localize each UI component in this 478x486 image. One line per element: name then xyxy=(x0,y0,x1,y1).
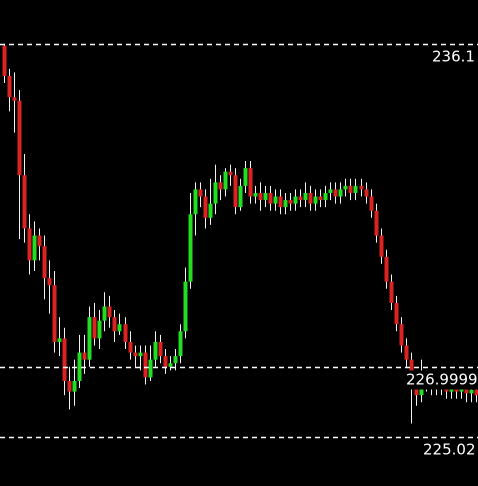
candle-body-up xyxy=(344,186,348,190)
candle-body-up xyxy=(244,168,248,186)
candle-body-down xyxy=(299,197,303,201)
candle-body-up xyxy=(139,353,143,357)
candle-body-down xyxy=(28,228,32,260)
candle-body-down xyxy=(134,353,138,357)
candle-body-up xyxy=(194,189,198,214)
candle-body-down xyxy=(319,197,323,201)
candle-body-down xyxy=(48,278,52,285)
candle-body-down xyxy=(108,306,112,317)
candle-body-down xyxy=(360,186,364,190)
candle-body-up xyxy=(58,338,62,342)
candle-body-down xyxy=(144,353,148,378)
candle-body-down xyxy=(365,189,369,196)
price-level-label-mid: 226.9999 xyxy=(406,371,478,389)
candle-body-up xyxy=(294,197,298,204)
candle-body-up xyxy=(33,236,37,261)
candle-body-up xyxy=(284,200,288,207)
candle-body-up xyxy=(189,214,193,281)
candle-body-down xyxy=(199,189,203,196)
candle-body-down xyxy=(8,76,12,97)
candle-body-up xyxy=(73,381,77,392)
candle-body-down xyxy=(229,172,233,176)
candle-body-down xyxy=(380,236,384,257)
candle-body-down xyxy=(385,257,389,282)
candle-body-up xyxy=(354,186,358,193)
candle-body-up xyxy=(304,193,308,200)
candle-body-down xyxy=(234,175,238,207)
candle-body-down xyxy=(164,356,168,367)
candle-body-up xyxy=(239,186,243,207)
candle-body-down xyxy=(219,182,223,189)
candle-body-down xyxy=(370,197,374,211)
candle-body-up xyxy=(169,363,173,367)
candle-body-up xyxy=(274,197,278,204)
candle-body-down xyxy=(395,303,399,324)
candle-body-up xyxy=(324,193,328,200)
candle-body-up xyxy=(314,197,318,204)
candle-body-down xyxy=(3,46,7,76)
candle-body-up xyxy=(149,360,153,378)
candle-body-up xyxy=(254,193,258,197)
candle-body-down xyxy=(38,236,42,247)
candle-body-up xyxy=(339,189,343,196)
candle-body-down xyxy=(375,211,379,236)
candle-body-up xyxy=(103,306,107,320)
candle-body-down xyxy=(23,175,27,228)
candle-body-down xyxy=(400,324,404,345)
price-level-label-high: 236.1 xyxy=(432,48,475,66)
candle-body-down xyxy=(204,197,208,218)
candle-body-down xyxy=(63,338,67,381)
candle-body-down xyxy=(129,342,133,353)
candle-body-up xyxy=(88,317,92,360)
candle-body-up xyxy=(174,356,178,363)
candle-body-down xyxy=(68,381,72,392)
candle-body-down xyxy=(475,390,478,395)
candle-body-up xyxy=(154,342,158,360)
candle-body-down xyxy=(113,317,117,331)
candle-body-down xyxy=(349,186,353,193)
candle-body-up xyxy=(179,331,183,356)
candle-body-up xyxy=(209,204,213,218)
candle-body-up xyxy=(214,182,218,203)
candle-body-down xyxy=(124,324,128,342)
candle-body-up xyxy=(264,193,268,200)
candle-body-down xyxy=(334,189,338,196)
candle-body-up xyxy=(224,172,228,190)
candle-body-down xyxy=(309,193,313,204)
candle-body-down xyxy=(43,246,47,278)
candle-body-down xyxy=(53,285,57,342)
candle-body-down xyxy=(18,101,22,175)
candles-layer xyxy=(3,44,478,424)
candle-body-down xyxy=(289,200,293,204)
candle-body-up xyxy=(184,282,188,332)
candle-body-down xyxy=(269,193,273,204)
candle-body-up xyxy=(98,321,102,339)
candle-body-down xyxy=(279,197,283,208)
candle-body-down xyxy=(259,193,263,200)
candle-body-down xyxy=(390,282,394,303)
candle-body-up xyxy=(78,353,82,381)
candle-body-up xyxy=(329,189,333,193)
candle-body-up xyxy=(470,390,474,394)
candle-body-down xyxy=(405,345,409,359)
candle-body-down xyxy=(249,168,253,196)
candle-body-down xyxy=(93,317,97,338)
candle-body-down xyxy=(13,97,17,101)
candle-body-up xyxy=(118,324,122,331)
candle-body-down xyxy=(159,342,163,356)
candle-body-down xyxy=(83,353,87,360)
price-level-label-low: 225.02 xyxy=(423,441,476,459)
